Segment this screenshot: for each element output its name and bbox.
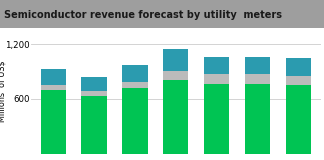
Bar	[122, 82, 148, 88]
Bar	[40, 69, 66, 85]
Bar	[204, 84, 229, 154]
Bar	[122, 65, 148, 82]
Bar	[81, 96, 107, 154]
Y-axis label: Millions  of US$: Millions of US$	[0, 60, 6, 122]
Bar	[122, 88, 148, 154]
Bar	[204, 57, 229, 74]
Bar	[204, 74, 229, 84]
Bar	[163, 80, 189, 154]
Bar	[245, 74, 270, 84]
Bar	[40, 85, 66, 90]
Bar	[81, 77, 107, 91]
Bar	[286, 85, 311, 154]
Bar	[81, 91, 107, 96]
Bar	[40, 90, 66, 154]
Bar	[286, 59, 311, 76]
Bar	[286, 76, 311, 85]
Bar	[245, 84, 270, 154]
Bar	[163, 49, 189, 71]
Text: Semiconductor revenue forecast by utility  meters: Semiconductor revenue forecast by utilit…	[4, 10, 282, 20]
Bar	[163, 71, 189, 80]
Bar	[245, 57, 270, 74]
